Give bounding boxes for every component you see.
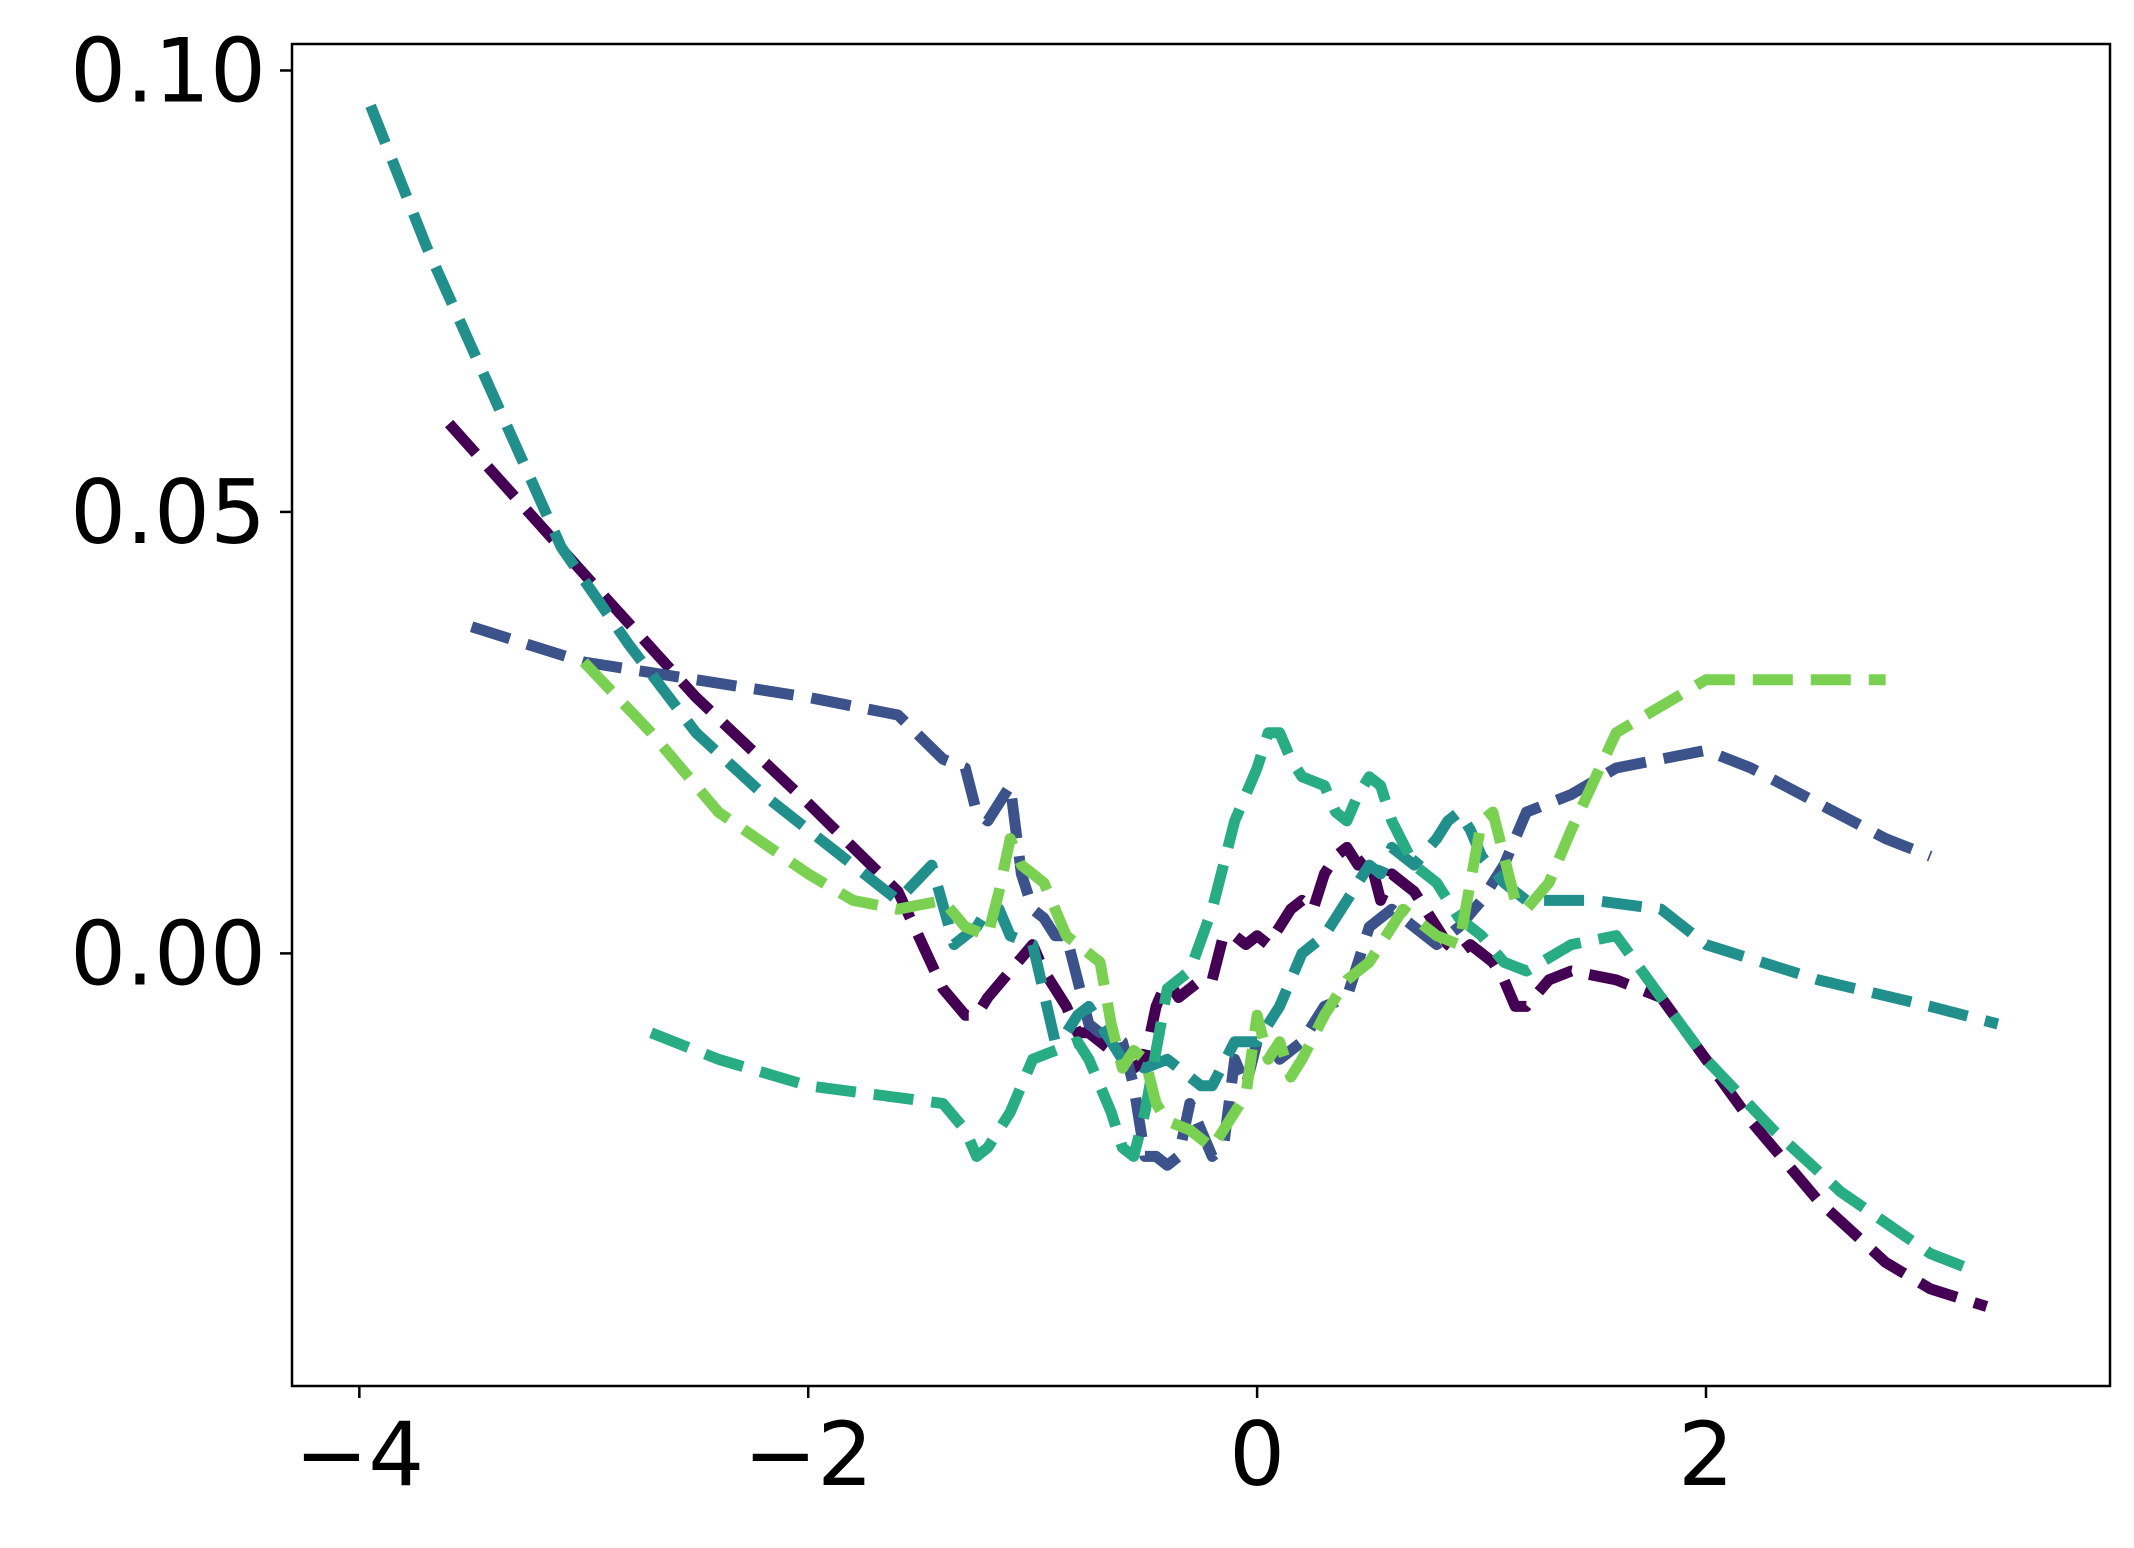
x-tick-label: 0 [1229,1403,1285,1506]
x-tick-label: −2 [743,1403,873,1506]
x-tick-label: 2 [1678,1403,1734,1506]
series-line-4 [649,727,1978,1277]
y-tick-label: 0.10 [70,19,266,122]
series-layer [365,103,2000,1312]
axis-layer: −4 −2 0 2 0.00 0.05 0.10 [70,19,2112,1506]
series-line-1 [445,419,1989,1312]
y-tick-label: 0.05 [70,461,266,564]
series-line-5 [579,658,1886,1154]
y-tick-label: 0.00 [70,902,266,1005]
x-tick-label: −4 [294,1403,424,1506]
plot-frame [290,42,2112,1388]
series-line-3 [365,103,2000,1092]
